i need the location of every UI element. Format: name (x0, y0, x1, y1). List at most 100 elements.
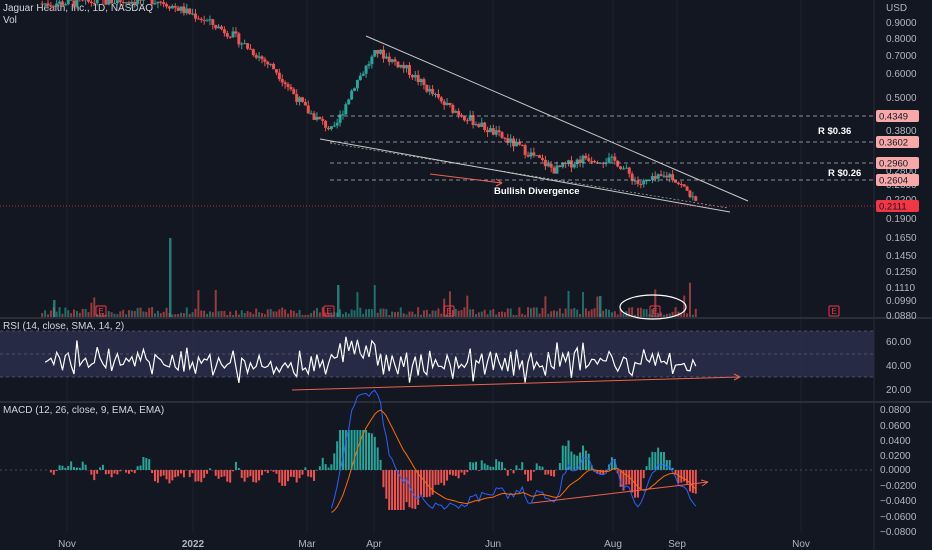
volume-bar (671, 311, 674, 317)
macd-divergence-arrow[interactable] (531, 481, 709, 504)
macd-histogram-bar (622, 470, 625, 491)
macd-histogram-bar (339, 430, 342, 470)
price-tick-label: 0.1250 (886, 267, 917, 278)
candle-body (312, 113, 316, 120)
candle-body (439, 97, 443, 102)
wedge-lower-trendline[interactable] (319, 138, 731, 213)
candle-body (607, 157, 611, 163)
volume-bar (688, 282, 691, 317)
price-divergence-arrow[interactable] (429, 173, 503, 184)
volume-bar (584, 308, 587, 317)
macd-histogram-bar (619, 470, 622, 487)
rsi-divergence-arrow[interactable] (291, 376, 741, 391)
time-axis[interactable]: Nov 2022 Mar Apr Jun Aug Sep Nov (58, 539, 810, 550)
volume-bar (391, 311, 394, 317)
price-tick-label: 0.2800 (886, 166, 917, 177)
candle-body (170, 5, 174, 9)
macd-histogram-bar (402, 470, 405, 510)
rsi-axis[interactable]: 60.00 40.00 20.00 (0, 330, 911, 396)
candle-body (58, 1, 62, 4)
candle-body (645, 180, 649, 182)
rsi-divergence-arrowhead (733, 373, 741, 381)
candle-body (555, 165, 559, 174)
earnings-badge[interactable] (95, 305, 107, 317)
candle-body (540, 157, 544, 160)
candle-body (694, 196, 698, 201)
macd-divergence-arrowhead (700, 479, 709, 487)
volume-bar (240, 310, 243, 317)
macd-histogram-bar (561, 445, 564, 470)
candle-body (292, 89, 296, 95)
time-tick-label: Aug (604, 539, 622, 550)
macd-histogram-bar (223, 470, 226, 477)
earnings-badge[interactable] (323, 305, 335, 317)
volume-bar (388, 314, 391, 317)
volume-bar (645, 309, 648, 317)
macd-histogram-bar (434, 470, 437, 485)
candle-body (448, 102, 452, 105)
candle-body (240, 43, 244, 45)
candle-body (393, 59, 397, 62)
candle-body (272, 63, 276, 70)
falling-wedge[interactable] (319, 35, 749, 213)
macd-histogram-bar (408, 470, 411, 508)
macd-histogram-bar (506, 470, 509, 476)
candle-body (506, 138, 510, 143)
macd-histogram-bar (553, 470, 556, 477)
earnings-badge[interactable] (828, 305, 840, 317)
wedge-upper-trendline[interactable] (365, 35, 749, 202)
candle-body (107, 0, 111, 5)
candlestick-series[interactable] (40, 0, 698, 202)
candle-body (338, 114, 342, 123)
earnings-badge[interactable] (649, 305, 661, 317)
earnings-badge[interactable] (443, 305, 455, 317)
volume-bar (527, 307, 530, 317)
candle-body (188, 8, 192, 14)
candle-body (318, 116, 322, 120)
volume-bar (512, 314, 515, 317)
candle-body (191, 13, 195, 15)
macd-histogram-bar (373, 436, 376, 470)
volume-bar (544, 296, 547, 317)
wedge-inner-trendline[interactable] (329, 142, 729, 209)
volume-bar (310, 312, 313, 317)
macd-tick-label: −0.0400 (880, 496, 917, 507)
macd-histogram-bar (518, 468, 521, 470)
macd-histogram-bar (52, 470, 55, 475)
macd-histogram-bar (587, 453, 590, 470)
candle-body (561, 162, 565, 168)
candle-body (347, 99, 351, 105)
volume-bar (191, 312, 194, 317)
candle-body (214, 24, 218, 29)
macd-histogram-bar (188, 470, 191, 478)
macd-histogram-bar (605, 470, 608, 473)
candle-body (43, 3, 47, 5)
candle-body (150, 0, 154, 5)
macd-histogram-bar (642, 470, 645, 479)
macd-histogram-bar (686, 470, 689, 484)
time-tick-label: Apr (366, 539, 382, 550)
candle-body (619, 166, 623, 169)
macd-histogram-bar (260, 470, 263, 476)
macd-histogram-bar (512, 470, 515, 474)
macd-histogram-bar (191, 470, 194, 474)
volume-bar (448, 291, 451, 317)
macd-histogram-bar (327, 467, 330, 470)
volume-bar (457, 310, 460, 317)
macd-histogram-bar (399, 470, 402, 510)
volume-bar (573, 307, 576, 317)
volume-highlight-ellipse[interactable] (619, 294, 687, 320)
volume-bar (662, 314, 665, 317)
volume-bar (651, 309, 654, 317)
volume-bar (379, 308, 382, 317)
candle-body (49, 5, 53, 7)
candle-body (280, 79, 284, 83)
candle-body (89, 1, 93, 4)
macd-histogram-bar (107, 470, 110, 474)
candle-body (220, 26, 224, 30)
candle-body (373, 50, 377, 57)
macd-histogram-bar (657, 447, 660, 470)
macd-axis[interactable]: 0.0800 0.0600 0.0400 0.0200 0.0000 −0.0200 −0.… (0, 405, 917, 538)
